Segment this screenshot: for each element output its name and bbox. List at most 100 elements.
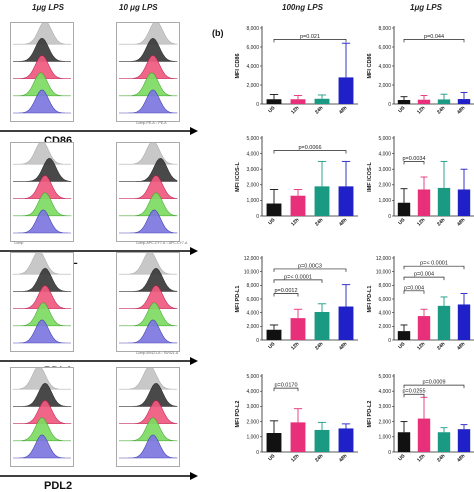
y-axis-label: MFI PD-L2: [235, 401, 241, 428]
histogram-curve: [119, 175, 178, 199]
x-tick-label: US: [397, 453, 407, 463]
y-axis-label: MFI ICOS-L: [235, 162, 241, 192]
y-tick-label: 0: [256, 338, 259, 344]
x-tick-label: US: [267, 217, 277, 227]
histogram-curve: [119, 417, 178, 442]
x-tick-label: US: [267, 453, 277, 463]
histogram-svg: [12, 23, 72, 114]
histogram-curve: [119, 302, 178, 327]
bar: [338, 428, 354, 452]
histogram-curve: [119, 209, 178, 234]
y-tick-label: 2,000: [378, 83, 391, 89]
bar: [397, 202, 411, 216]
histogram-curve: [119, 72, 178, 97]
histogram-panel: [10, 367, 74, 467]
header-10ug-lps: 10 μg LPS: [119, 3, 158, 12]
y-tick-label: 1,000: [378, 198, 391, 204]
bar: [397, 331, 411, 340]
bar: [314, 98, 330, 104]
bar: [314, 311, 330, 340]
histogram-curve: [13, 157, 72, 182]
bar: [417, 189, 431, 216]
histogram-panel: [116, 367, 180, 467]
p-value-label: p=0.004: [404, 285, 424, 291]
y-tick-label: 2,000: [378, 419, 391, 425]
y-tick-label: 5,000: [378, 136, 391, 142]
bar: [290, 422, 306, 452]
y-tick-label: 3,000: [246, 167, 259, 173]
y-tick-label: 1,000: [246, 198, 259, 204]
bar: [457, 304, 471, 340]
y-tick-label: 3,000: [378, 404, 391, 410]
x-tick-label: 24h: [314, 453, 324, 463]
histogram-curve: [13, 267, 72, 292]
y-tick-label: 0: [256, 214, 259, 220]
y-tick-label: 4,000: [378, 310, 391, 316]
y-tick-label: 8,000: [246, 283, 259, 289]
histogram-curve: [119, 434, 178, 459]
bar: [437, 305, 451, 340]
y-tick-label: 6,000: [378, 297, 391, 303]
histogram-curve: [119, 383, 178, 407]
bar: [338, 306, 354, 340]
bar: [290, 195, 306, 216]
histogram-curve: [13, 285, 72, 309]
y-tick-label: 3,000: [246, 404, 259, 410]
marker-arrow: [0, 127, 198, 135]
header-1ug-lps-right: 1μg LPS: [410, 3, 442, 12]
x-tick-label: 48h: [338, 341, 348, 351]
histogram-svg: [12, 368, 72, 459]
histogram-svg: [119, 143, 178, 234]
bar: [457, 429, 471, 452]
significance-bracket: [403, 384, 465, 389]
histogram-curve: [119, 268, 178, 292]
y-tick-label: 2,000: [246, 324, 259, 330]
bar: [290, 99, 306, 104]
y-axis-label: MFI PD-L2: [367, 401, 373, 428]
y-tick-label: 12,000: [376, 256, 392, 262]
bar-chart: 0 1,000 2,000 3,000 4,000 5,000 IMF ICOS-L US 12…: [367, 136, 474, 228]
header-1ug-lps: 1μg LPS: [32, 3, 64, 12]
histogram-curve: [119, 253, 178, 275]
marker-label-pdl2: PDL2: [44, 480, 73, 492]
header-100ng-lps: 100ng LPS: [282, 3, 323, 12]
bar: [266, 329, 282, 340]
histogram-axis-caption: Comp-APC-CY7-A :: APC-CY7-A: [136, 241, 188, 245]
histogram-curve: [119, 319, 178, 344]
x-tick-label: 24h: [436, 341, 446, 351]
y-tick-label: 1,000: [246, 435, 259, 441]
y-tick-label: 4,000: [246, 389, 259, 395]
y-tick-label: 10,000: [244, 269, 260, 275]
bar: [417, 418, 431, 452]
histogram-panel: [116, 252, 180, 352]
histogram-panel: [10, 252, 74, 352]
bar: [290, 318, 306, 340]
panel-label-b: (b): [212, 28, 224, 38]
x-tick-label: 24h: [436, 105, 446, 115]
bar: [417, 316, 431, 340]
significance-bracket: [403, 276, 445, 281]
y-tick-label: 6,000: [378, 45, 391, 51]
histogram-svg: [13, 143, 72, 234]
histogram-curve: [13, 175, 72, 199]
significance-bracket: [403, 265, 465, 270]
y-tick-label: 4,000: [246, 151, 259, 157]
bar-chart: 0 1,000 2,000 3,000 4,000 5,000 MFI PD-L2 US 12h…: [235, 374, 358, 464]
histogram-curve: [13, 382, 72, 407]
x-tick-label: 48h: [338, 105, 348, 115]
p-value-label: p=0.004: [414, 272, 434, 278]
y-tick-label: 2,000: [378, 183, 391, 189]
bar: [397, 432, 411, 452]
x-tick-label: 12h: [290, 341, 300, 351]
bar-chart: 0 2,000 4,000 6,000 8,000 10,000 12,000 MFI PD-…: [367, 256, 474, 352]
x-tick-label: 24h: [436, 217, 446, 227]
y-tick-label: 6,000: [246, 45, 259, 51]
x-tick-label: US: [397, 217, 407, 227]
bar: [457, 189, 471, 216]
x-tick-label: 12h: [416, 453, 426, 463]
x-tick-label: 24h: [314, 105, 324, 115]
bar-chart: 0 1,000 2,000 3,000 4,000 5,000 MFI PD-L2 US 12h…: [367, 374, 474, 464]
x-tick-label: 12h: [290, 217, 300, 227]
x-tick-label: 12h: [416, 341, 426, 351]
bar: [338, 77, 354, 104]
